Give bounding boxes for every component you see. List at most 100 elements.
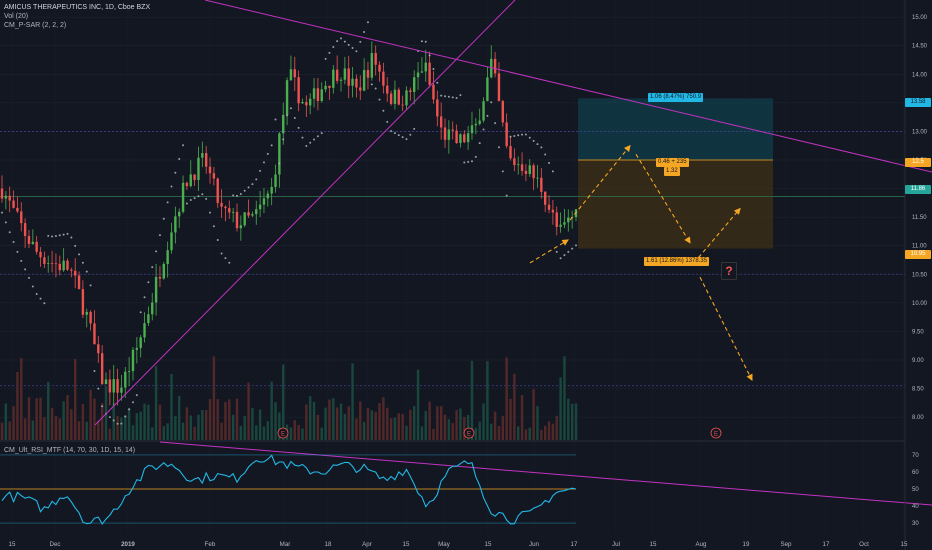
psar-dot xyxy=(324,57,327,60)
psar-dot xyxy=(24,268,27,271)
volume-label: Vol (20) xyxy=(4,13,29,20)
price-tick-label: 9.00 xyxy=(912,358,924,364)
candle-body xyxy=(405,90,408,106)
rsi-panel: 70 60 50 40 30 xyxy=(0,453,919,527)
upper-price-badge: 12.5 xyxy=(905,158,931,167)
psar-dot xyxy=(62,233,65,236)
volume-bar xyxy=(247,382,250,440)
psar-dot xyxy=(178,158,181,161)
psar-dot xyxy=(486,114,489,117)
psar-dot xyxy=(432,68,435,71)
candle-body xyxy=(424,62,427,72)
candle-body xyxy=(162,263,165,279)
psar-dot xyxy=(228,261,231,264)
psar-dot xyxy=(31,285,34,288)
volume-bar xyxy=(532,389,535,440)
mid-price-badge: 11.86 xyxy=(905,185,931,194)
psar-dot xyxy=(413,127,416,130)
psar-dot xyxy=(305,144,308,147)
psar-dot xyxy=(451,96,454,99)
volume-bar xyxy=(162,426,165,440)
candle-body xyxy=(513,158,516,166)
candle-body xyxy=(158,276,162,279)
psar-dot xyxy=(467,160,470,163)
candle-body xyxy=(332,69,335,88)
psar-dot xyxy=(463,161,466,164)
price-tick-label: 8.00 xyxy=(912,415,924,421)
candle-body xyxy=(47,263,50,265)
volume-bar xyxy=(81,404,85,440)
psar-dot xyxy=(343,40,346,43)
candle-body xyxy=(347,68,350,86)
psar-dot xyxy=(20,259,23,262)
psar-dot xyxy=(347,43,350,46)
volume-bar xyxy=(212,356,216,440)
volume-bar xyxy=(543,425,547,440)
x-tick-label: Oct xyxy=(859,541,869,548)
volume-bar xyxy=(559,377,562,440)
psar-dot xyxy=(143,296,146,299)
volume-bar xyxy=(77,421,81,440)
psar-dot xyxy=(351,47,354,50)
symbol-title: AMICUS THERAPEUTICS INC, 1D, Cboe BZX xyxy=(4,4,151,11)
volume-bar xyxy=(520,395,524,440)
candle-body xyxy=(108,379,112,393)
target-label: 1.06 (8.47%) 750.9 xyxy=(648,93,704,102)
psar-dot xyxy=(170,185,173,188)
volume-bar xyxy=(4,403,8,440)
candle-body xyxy=(235,211,239,229)
psar-dot xyxy=(497,146,500,149)
earnings-label: E xyxy=(714,432,718,438)
volume-bar xyxy=(220,422,223,440)
volume-bar xyxy=(58,418,61,440)
psar-dot xyxy=(4,221,7,224)
volume-bar xyxy=(413,406,416,440)
volume-bar xyxy=(347,406,350,440)
volume-bar xyxy=(424,410,427,440)
psar-dot xyxy=(282,138,285,141)
x-tick-label: 15 xyxy=(485,541,492,548)
candle-body xyxy=(305,102,308,106)
projection-arrows xyxy=(529,144,753,381)
candle-body xyxy=(62,260,65,271)
psar-dot xyxy=(544,153,547,156)
earnings-marker: E xyxy=(710,427,722,439)
candle-body xyxy=(31,241,35,244)
volume-bar xyxy=(270,381,273,440)
psar-dot xyxy=(201,193,204,196)
candle-body xyxy=(474,123,478,126)
volume-bar xyxy=(274,402,277,440)
volume-bar xyxy=(517,426,520,440)
volume-bar xyxy=(224,401,227,440)
candle-body xyxy=(35,241,38,252)
volume-bar xyxy=(120,417,123,440)
psar-dot xyxy=(359,40,362,43)
psar-dot xyxy=(166,201,169,204)
candle-body xyxy=(359,87,362,91)
volume-bar xyxy=(204,410,208,440)
trendlines[interactable] xyxy=(94,0,932,506)
candle-body xyxy=(436,99,439,117)
candle-body xyxy=(420,71,424,73)
volume-bar xyxy=(397,413,400,440)
candle-body xyxy=(151,302,154,315)
candle-body xyxy=(131,349,135,372)
earnings-marker: E xyxy=(463,427,475,439)
psar-dot xyxy=(509,135,512,138)
candle-body xyxy=(328,85,331,88)
psar-dot xyxy=(382,109,385,112)
candles[interactable] xyxy=(0,41,578,407)
psar-dot xyxy=(551,170,554,173)
candle-body xyxy=(197,157,200,181)
psar-dot xyxy=(112,419,115,422)
candle-body xyxy=(370,53,374,78)
psar-dot xyxy=(239,193,242,196)
psar-dot xyxy=(521,133,524,136)
volume-bar xyxy=(100,403,104,440)
psar-dot xyxy=(47,234,50,237)
volume-bar xyxy=(54,416,58,440)
candle-body xyxy=(93,323,96,345)
current-price-badge: 13.58 xyxy=(905,98,931,107)
